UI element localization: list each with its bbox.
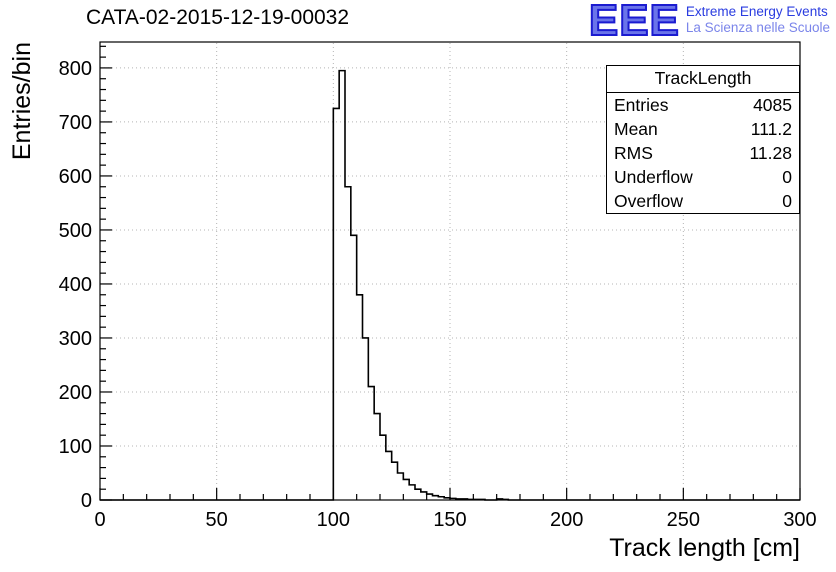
y-tick-label: 200 bbox=[59, 382, 92, 404]
eee-logo-text: Extreme Energy Events La Scienza nelle S… bbox=[686, 1, 830, 36]
y-tick-label: 400 bbox=[59, 274, 92, 296]
y-axis-title: Entries/bin bbox=[8, 42, 36, 160]
stats-row: Entries 4085 bbox=[607, 93, 799, 117]
stats-value: 111.2 bbox=[750, 118, 792, 139]
x-tick-label: 300 bbox=[783, 509, 816, 531]
eee-logo-line1: Extreme Energy Events bbox=[685, 4, 828, 19]
plot-title: CATA-02-2015-12-19-00032 bbox=[86, 6, 350, 29]
y-tick-label: 800 bbox=[59, 58, 92, 80]
stats-value: 0 bbox=[782, 190, 792, 211]
eee-logo: EEE Extreme Energy Events La Scienza nel… bbox=[588, 0, 830, 45]
stats-box-title: TrackLength bbox=[607, 66, 799, 93]
eee-logo-line2: La Scienza nelle Scuole bbox=[685, 20, 830, 35]
x-axis-title: Track length [cm] bbox=[609, 534, 800, 562]
stats-label: RMS bbox=[614, 142, 653, 163]
stats-label: Entries bbox=[614, 94, 669, 115]
stats-label: Mean bbox=[614, 118, 658, 139]
x-tick-label: 100 bbox=[317, 509, 350, 531]
stats-label: Overflow bbox=[614, 190, 684, 211]
y-tick-label: 0 bbox=[81, 490, 92, 512]
eee-logo-acronym: EEE bbox=[588, 0, 680, 45]
y-tick-label: 700 bbox=[59, 112, 92, 134]
x-tick-label: 0 bbox=[94, 509, 105, 531]
stats-value: 11.28 bbox=[749, 142, 793, 163]
histogram-line bbox=[100, 69, 800, 501]
y-tick-label: 100 bbox=[59, 436, 92, 458]
stats-row: Overflow 0 bbox=[607, 189, 799, 213]
x-tick-label: 150 bbox=[433, 509, 466, 531]
y-tick-label: 300 bbox=[59, 328, 92, 350]
stats-value: 4085 bbox=[753, 94, 792, 115]
stats-row: Underflow 0 bbox=[607, 165, 799, 189]
y-tick-label: 600 bbox=[59, 166, 92, 188]
stats-row: Mean 111.2 bbox=[607, 117, 799, 141]
stats-value: 0 bbox=[782, 166, 792, 187]
x-tick-label: 50 bbox=[206, 509, 228, 531]
y-tick-label: 500 bbox=[59, 220, 92, 242]
stats-box: TrackLength Entries 4085 Mean 111.2 RMS … bbox=[606, 65, 800, 214]
stats-label: Underflow bbox=[614, 166, 693, 187]
stats-row: RMS 11.28 bbox=[607, 141, 799, 165]
x-tick-label: 250 bbox=[667, 509, 700, 531]
x-tick-label: 200 bbox=[550, 509, 583, 531]
